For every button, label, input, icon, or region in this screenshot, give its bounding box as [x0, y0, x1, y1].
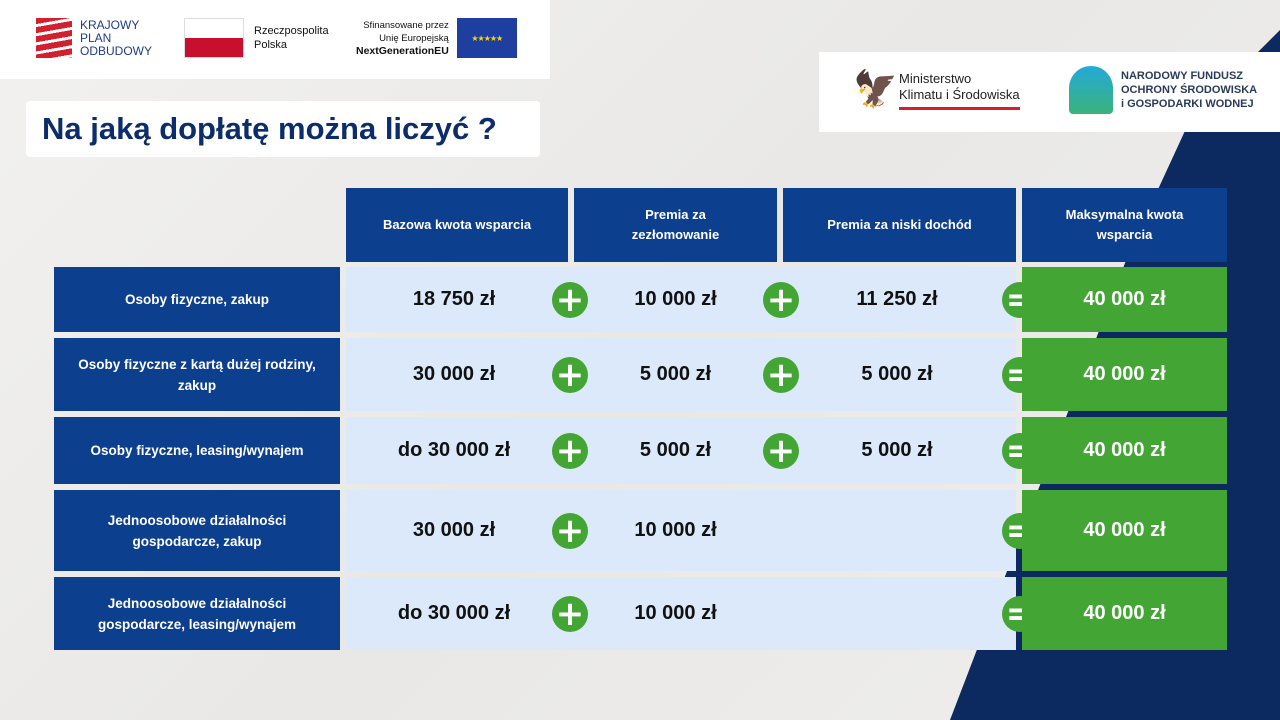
nfosigw-mark-icon	[1069, 66, 1113, 114]
eu-logo: Sfinansowane przez Unię Europejską NextGen…	[356, 18, 517, 58]
row-label: Osoby fizyczne, leasing/wynajem	[54, 417, 340, 484]
base-amount: 18 750 zł	[412, 288, 496, 310]
mkis-text: Klimatu i Środowiska	[899, 86, 1020, 102]
eu-flag-icon: ★★★★★	[456, 18, 517, 58]
plus-icon: +	[763, 281, 799, 318]
max-amount: 40 000 zł	[1022, 338, 1227, 411]
kpo-text: KRAJOWY	[80, 17, 140, 32]
row-label: Jednoosobowe działalności gospodarcze, z…	[54, 490, 340, 571]
eu-text: Sfinansowane przez	[363, 19, 449, 31]
plus-icon: +	[552, 281, 588, 318]
base-amount: 30 000 zł	[412, 519, 496, 541]
mkis-text: Ministerstwo	[899, 70, 972, 86]
row-label: Osoby fizyczne z kartą dużej rodziny, za…	[54, 338, 340, 411]
nf-text: OCHRONY ŚRODOWISKA	[1121, 84, 1258, 96]
base-amount: do 30 000 zł	[397, 602, 511, 624]
max-amount: 40 000 zł	[1022, 267, 1227, 332]
kpo-text: ODBUDOWY	[80, 43, 152, 58]
kpo-text: PLAN	[80, 30, 112, 45]
row-cells-background	[346, 267, 1016, 332]
base-amount: do 30 000 zł	[397, 439, 511, 461]
eu-text: NextGenerationEU	[356, 44, 449, 57]
base-amount: 30 000 zł	[412, 363, 496, 385]
eu-text: Unię Europejską	[379, 32, 449, 44]
max-amount: 40 000 zł	[1022, 490, 1227, 571]
max-amount: 40 000 zł	[1022, 577, 1227, 650]
mkis-logo: 🦅 Ministerstwo Klimatu i Środowiska	[853, 66, 1020, 114]
plus-icon: +	[552, 356, 588, 393]
row-cells-background	[346, 577, 1016, 650]
plus-icon: +	[552, 512, 588, 549]
header-scrap: Premia za zezłomowanie	[574, 188, 777, 262]
plus-icon: +	[763, 432, 799, 469]
scrap-bonus: 10 000 zł	[634, 602, 717, 624]
eagle-emblem-icon: 🦅	[853, 69, 898, 110]
nfosigw-logo: NARODOWY FUNDUSZ OCHRONY ŚRODOWISKA i GOSP…	[1069, 66, 1257, 114]
scrap-bonus: 5 000 zł	[639, 363, 712, 385]
row-cells-background	[346, 417, 1016, 484]
row-label: Jednoosobowe działalności gospodarcze, l…	[54, 577, 340, 650]
scrap-bonus: 10 000 zł	[634, 519, 717, 541]
plus-icon: +	[763, 356, 799, 393]
row-cells-background	[346, 338, 1016, 411]
header-max: Maksymalna kwota wsparcia	[1022, 188, 1227, 262]
header-income: Premia za niski dochód	[783, 188, 1016, 262]
income-bonus: 11 250 zł	[856, 288, 938, 310]
logo-bar-right: 🦅 Ministerstwo Klimatu i Środowiska NAROD…	[819, 52, 1280, 132]
page-title: Na jaką dopłatę można liczyć ?	[26, 101, 540, 157]
logo-bar-left: KRAJOWY PLAN ODBUDOWY Rzeczpospolita Polska…	[0, 0, 550, 79]
plus-icon: +	[552, 595, 588, 632]
rp-text: Polska	[254, 39, 288, 51]
rp-text: Rzeczpospolita	[254, 25, 329, 37]
scrap-bonus: 5 000 zł	[639, 439, 712, 461]
income-bonus: 5 000 zł	[861, 439, 933, 461]
row-label: Osoby fizyczne, zakup	[54, 267, 340, 332]
header-base: Bazowa kwota wsparcia	[346, 188, 568, 262]
kpo-mark-icon	[36, 18, 72, 58]
kpo-logo: KRAJOWY PLAN ODBUDOWY	[36, 18, 152, 58]
polish-flag-icon	[184, 18, 244, 58]
rp-logo: Rzeczpospolita Polska	[184, 18, 329, 58]
income-bonus: 5 000 zł	[861, 363, 933, 385]
plus-icon: +	[552, 432, 588, 469]
scrap-bonus: 10 000 zł	[634, 288, 717, 310]
row-cells-background	[346, 490, 1016, 571]
max-amount: 40 000 zł	[1022, 417, 1227, 484]
nf-text: i GOSPODARKI WODNEJ	[1121, 98, 1254, 110]
nf-text: NARODOWY FUNDUSZ	[1121, 70, 1244, 82]
